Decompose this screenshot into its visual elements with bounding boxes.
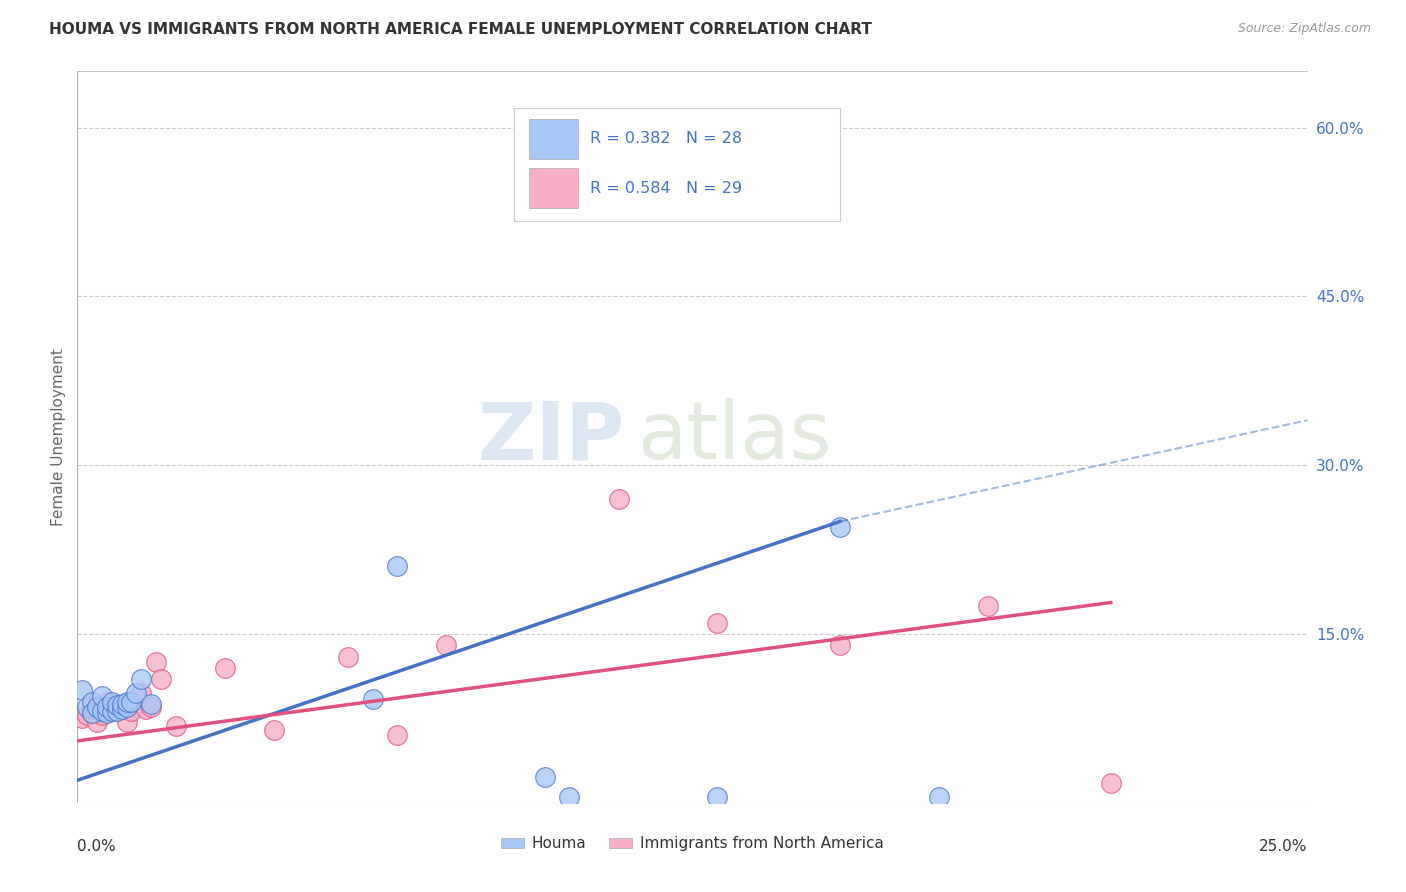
Point bbox=[76, 700, 98, 714]
Point bbox=[830, 520, 852, 534]
Text: atlas: atlas bbox=[637, 398, 831, 476]
Point bbox=[105, 698, 128, 712]
Text: Source: ZipAtlas.com: Source: ZipAtlas.com bbox=[1237, 22, 1371, 36]
Point bbox=[337, 649, 360, 664]
Point bbox=[125, 685, 148, 699]
Point bbox=[131, 672, 153, 686]
Point bbox=[361, 692, 384, 706]
Point bbox=[928, 790, 950, 805]
Point bbox=[90, 708, 114, 723]
Point bbox=[121, 704, 143, 718]
Point bbox=[830, 638, 852, 652]
Point bbox=[1099, 775, 1122, 789]
Point bbox=[111, 702, 132, 716]
Text: 25.0%: 25.0% bbox=[1260, 839, 1308, 855]
Point bbox=[86, 714, 108, 729]
Point bbox=[115, 714, 138, 729]
Point bbox=[111, 702, 132, 716]
Point bbox=[141, 700, 163, 714]
Point bbox=[96, 694, 118, 708]
Point bbox=[121, 694, 143, 708]
Text: R = 0.584   N = 29: R = 0.584 N = 29 bbox=[591, 181, 742, 196]
Point bbox=[70, 711, 93, 725]
Point bbox=[607, 491, 630, 506]
Point bbox=[263, 723, 285, 737]
Point bbox=[135, 702, 157, 716]
Point bbox=[977, 599, 1000, 613]
Point bbox=[82, 706, 104, 720]
Point bbox=[558, 790, 581, 805]
Legend: Houma, Immigrants from North America: Houma, Immigrants from North America bbox=[495, 830, 890, 857]
FancyBboxPatch shape bbox=[515, 108, 841, 221]
Point bbox=[706, 790, 728, 805]
Point bbox=[125, 692, 148, 706]
Point bbox=[76, 708, 98, 723]
Point bbox=[131, 685, 153, 699]
Point bbox=[82, 694, 104, 708]
Point bbox=[96, 700, 118, 714]
Point bbox=[706, 615, 728, 630]
Point bbox=[436, 638, 458, 652]
Point bbox=[111, 697, 132, 711]
Point bbox=[387, 559, 409, 574]
Point bbox=[115, 694, 138, 708]
Point bbox=[105, 700, 128, 714]
Point bbox=[96, 706, 118, 720]
Point bbox=[214, 661, 236, 675]
Y-axis label: Female Unemployment: Female Unemployment bbox=[51, 348, 66, 526]
Point bbox=[70, 683, 93, 698]
Point bbox=[115, 700, 138, 714]
Text: HOUMA VS IMMIGRANTS FROM NORTH AMERICA FEMALE UNEMPLOYMENT CORRELATION CHART: HOUMA VS IMMIGRANTS FROM NORTH AMERICA F… bbox=[49, 22, 872, 37]
Point bbox=[141, 697, 163, 711]
Point bbox=[101, 704, 124, 718]
Point bbox=[387, 728, 409, 742]
Point bbox=[150, 672, 173, 686]
Point bbox=[534, 770, 557, 784]
Point bbox=[105, 704, 128, 718]
Point bbox=[101, 704, 124, 718]
Text: ZIP: ZIP bbox=[478, 398, 624, 476]
Bar bbox=[529, 119, 578, 159]
Point bbox=[96, 704, 118, 718]
Point bbox=[165, 719, 187, 733]
Point bbox=[82, 706, 104, 720]
Point bbox=[90, 689, 114, 703]
Point bbox=[86, 700, 108, 714]
Bar bbox=[529, 168, 578, 208]
Text: R = 0.382   N = 28: R = 0.382 N = 28 bbox=[591, 131, 742, 146]
Point bbox=[90, 704, 114, 718]
Text: 0.0%: 0.0% bbox=[77, 839, 117, 855]
Point bbox=[145, 655, 167, 669]
Point bbox=[101, 694, 124, 708]
